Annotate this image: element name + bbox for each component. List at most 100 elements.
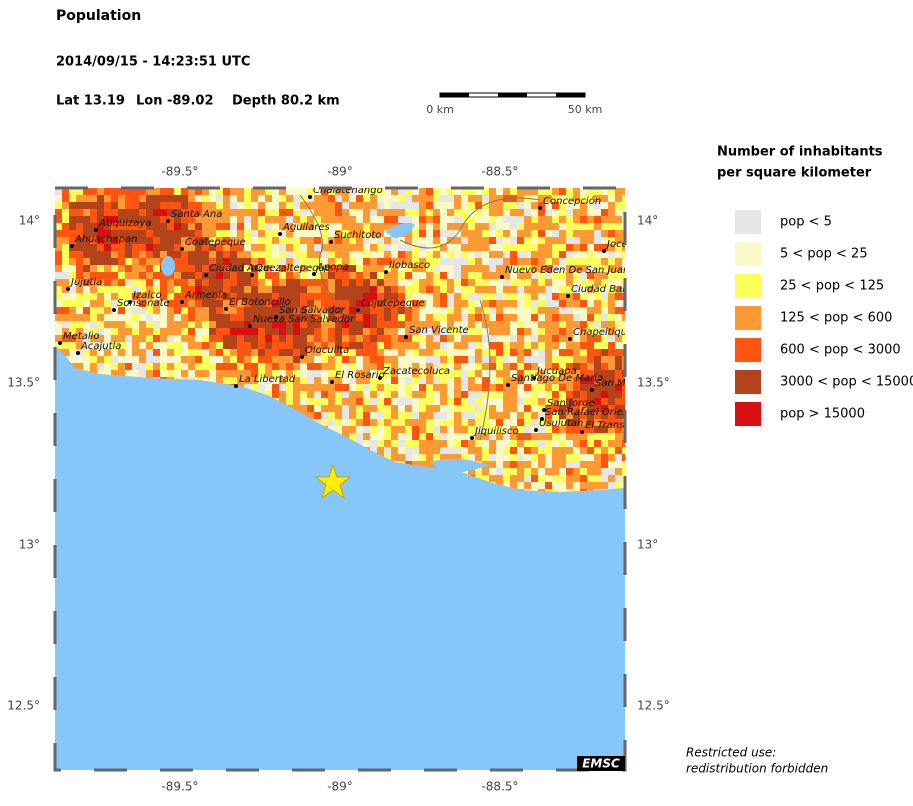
- pop-cell: [454, 384, 461, 391]
- pop-cell: [62, 349, 69, 356]
- pop-cell: [174, 307, 181, 314]
- pop-cell: [531, 335, 538, 342]
- pop-cell: [223, 342, 230, 349]
- pop-cell: [321, 384, 328, 391]
- pop-cell: [132, 244, 139, 251]
- pop-cell: [97, 370, 104, 377]
- pop-cell: [405, 440, 412, 447]
- pop-cell: [489, 391, 496, 398]
- pop-cell: [412, 440, 419, 447]
- pop-cell: [419, 279, 426, 286]
- pop-cell: [587, 244, 594, 251]
- pop-cell: [573, 321, 580, 328]
- pop-cell: [76, 300, 83, 307]
- pop-cell: [314, 188, 321, 195]
- pop-cell: [412, 300, 419, 307]
- pop-cell: [615, 426, 622, 433]
- pop-cell: [314, 335, 321, 342]
- pop-cell: [489, 454, 496, 461]
- pop-cell: [503, 475, 510, 482]
- pop-cell: [349, 391, 356, 398]
- pop-cell: [601, 216, 608, 223]
- pop-cell: [328, 363, 335, 370]
- pop-cell: [230, 209, 237, 216]
- pop-cell: [55, 230, 62, 237]
- pop-cell: [545, 489, 552, 492]
- pop-cell: [496, 209, 503, 216]
- pop-cell: [370, 426, 377, 433]
- pop-cell: [104, 258, 111, 265]
- pop-cell: [566, 349, 573, 356]
- pop-cell: [447, 419, 454, 426]
- pop-cell: [62, 258, 69, 265]
- pop-cell: [545, 475, 552, 482]
- pop-cell: [475, 195, 482, 202]
- pop-cell: [440, 237, 447, 244]
- pop-cell: [398, 195, 405, 202]
- pop-cell: [496, 377, 503, 384]
- pop-cell: [412, 405, 419, 412]
- pop-cell: [454, 405, 461, 412]
- pop-cell: [55, 342, 62, 349]
- pop-cell: [167, 300, 174, 307]
- pop-cell: [391, 405, 398, 412]
- pop-cell: [209, 349, 216, 356]
- pop-cell: [209, 335, 216, 342]
- pop-cell: [594, 356, 601, 363]
- pop-cell: [153, 265, 160, 272]
- pop-cell: [496, 461, 503, 468]
- pop-cell: [195, 342, 202, 349]
- pop-cell: [405, 230, 412, 237]
- pop-cell: [601, 370, 608, 377]
- pop-cell: [510, 398, 517, 405]
- pop-cell: [398, 286, 405, 293]
- pop-cell: [223, 335, 230, 342]
- pop-cell: [524, 349, 531, 356]
- pop-cell: [349, 195, 356, 202]
- pop-cell: [440, 377, 447, 384]
- pop-cell: [580, 482, 587, 489]
- pop-cell: [216, 377, 223, 384]
- pop-cell: [440, 356, 447, 363]
- pop-cell: [384, 419, 391, 426]
- pop-cell: [587, 293, 594, 300]
- pop-cell: [440, 363, 447, 370]
- pop-cell: [412, 188, 419, 195]
- pop-cell: [524, 202, 531, 209]
- pop-cell: [286, 223, 293, 230]
- pop-cell: [580, 195, 587, 202]
- pop-cell: [209, 293, 216, 300]
- pop-cell: [412, 398, 419, 405]
- pop-cell: [517, 293, 524, 300]
- pop-cell: [573, 328, 580, 335]
- pop-cell: [615, 475, 622, 482]
- pop-cell: [503, 216, 510, 223]
- pop-cell: [594, 461, 601, 468]
- pop-cell: [363, 307, 370, 314]
- pop-cell: [349, 209, 356, 216]
- pop-cell: [510, 370, 517, 377]
- pop-cell: [503, 279, 510, 286]
- pop-cell: [531, 216, 538, 223]
- pop-cell: [139, 202, 146, 209]
- pop-cell: [594, 209, 601, 216]
- pop-cell: [594, 230, 601, 237]
- pop-cell: [265, 300, 272, 307]
- pop-cell: [139, 349, 146, 356]
- pop-cell: [237, 293, 244, 300]
- pop-cell: [349, 293, 356, 300]
- pop-cell: [342, 377, 349, 384]
- pop-cell: [510, 475, 517, 482]
- pop-cell: [468, 286, 475, 293]
- pop-cell: [62, 230, 69, 237]
- pop-cell: [426, 195, 433, 202]
- pop-cell: [531, 321, 538, 328]
- pop-cell: [370, 398, 377, 405]
- pop-cell: [503, 384, 510, 391]
- pop-cell: [314, 286, 321, 293]
- pop-cell: [559, 279, 566, 286]
- pop-cell: [405, 307, 412, 314]
- pop-cell: [230, 293, 237, 300]
- pop-cell: [545, 391, 552, 398]
- pop-cell: [601, 279, 608, 286]
